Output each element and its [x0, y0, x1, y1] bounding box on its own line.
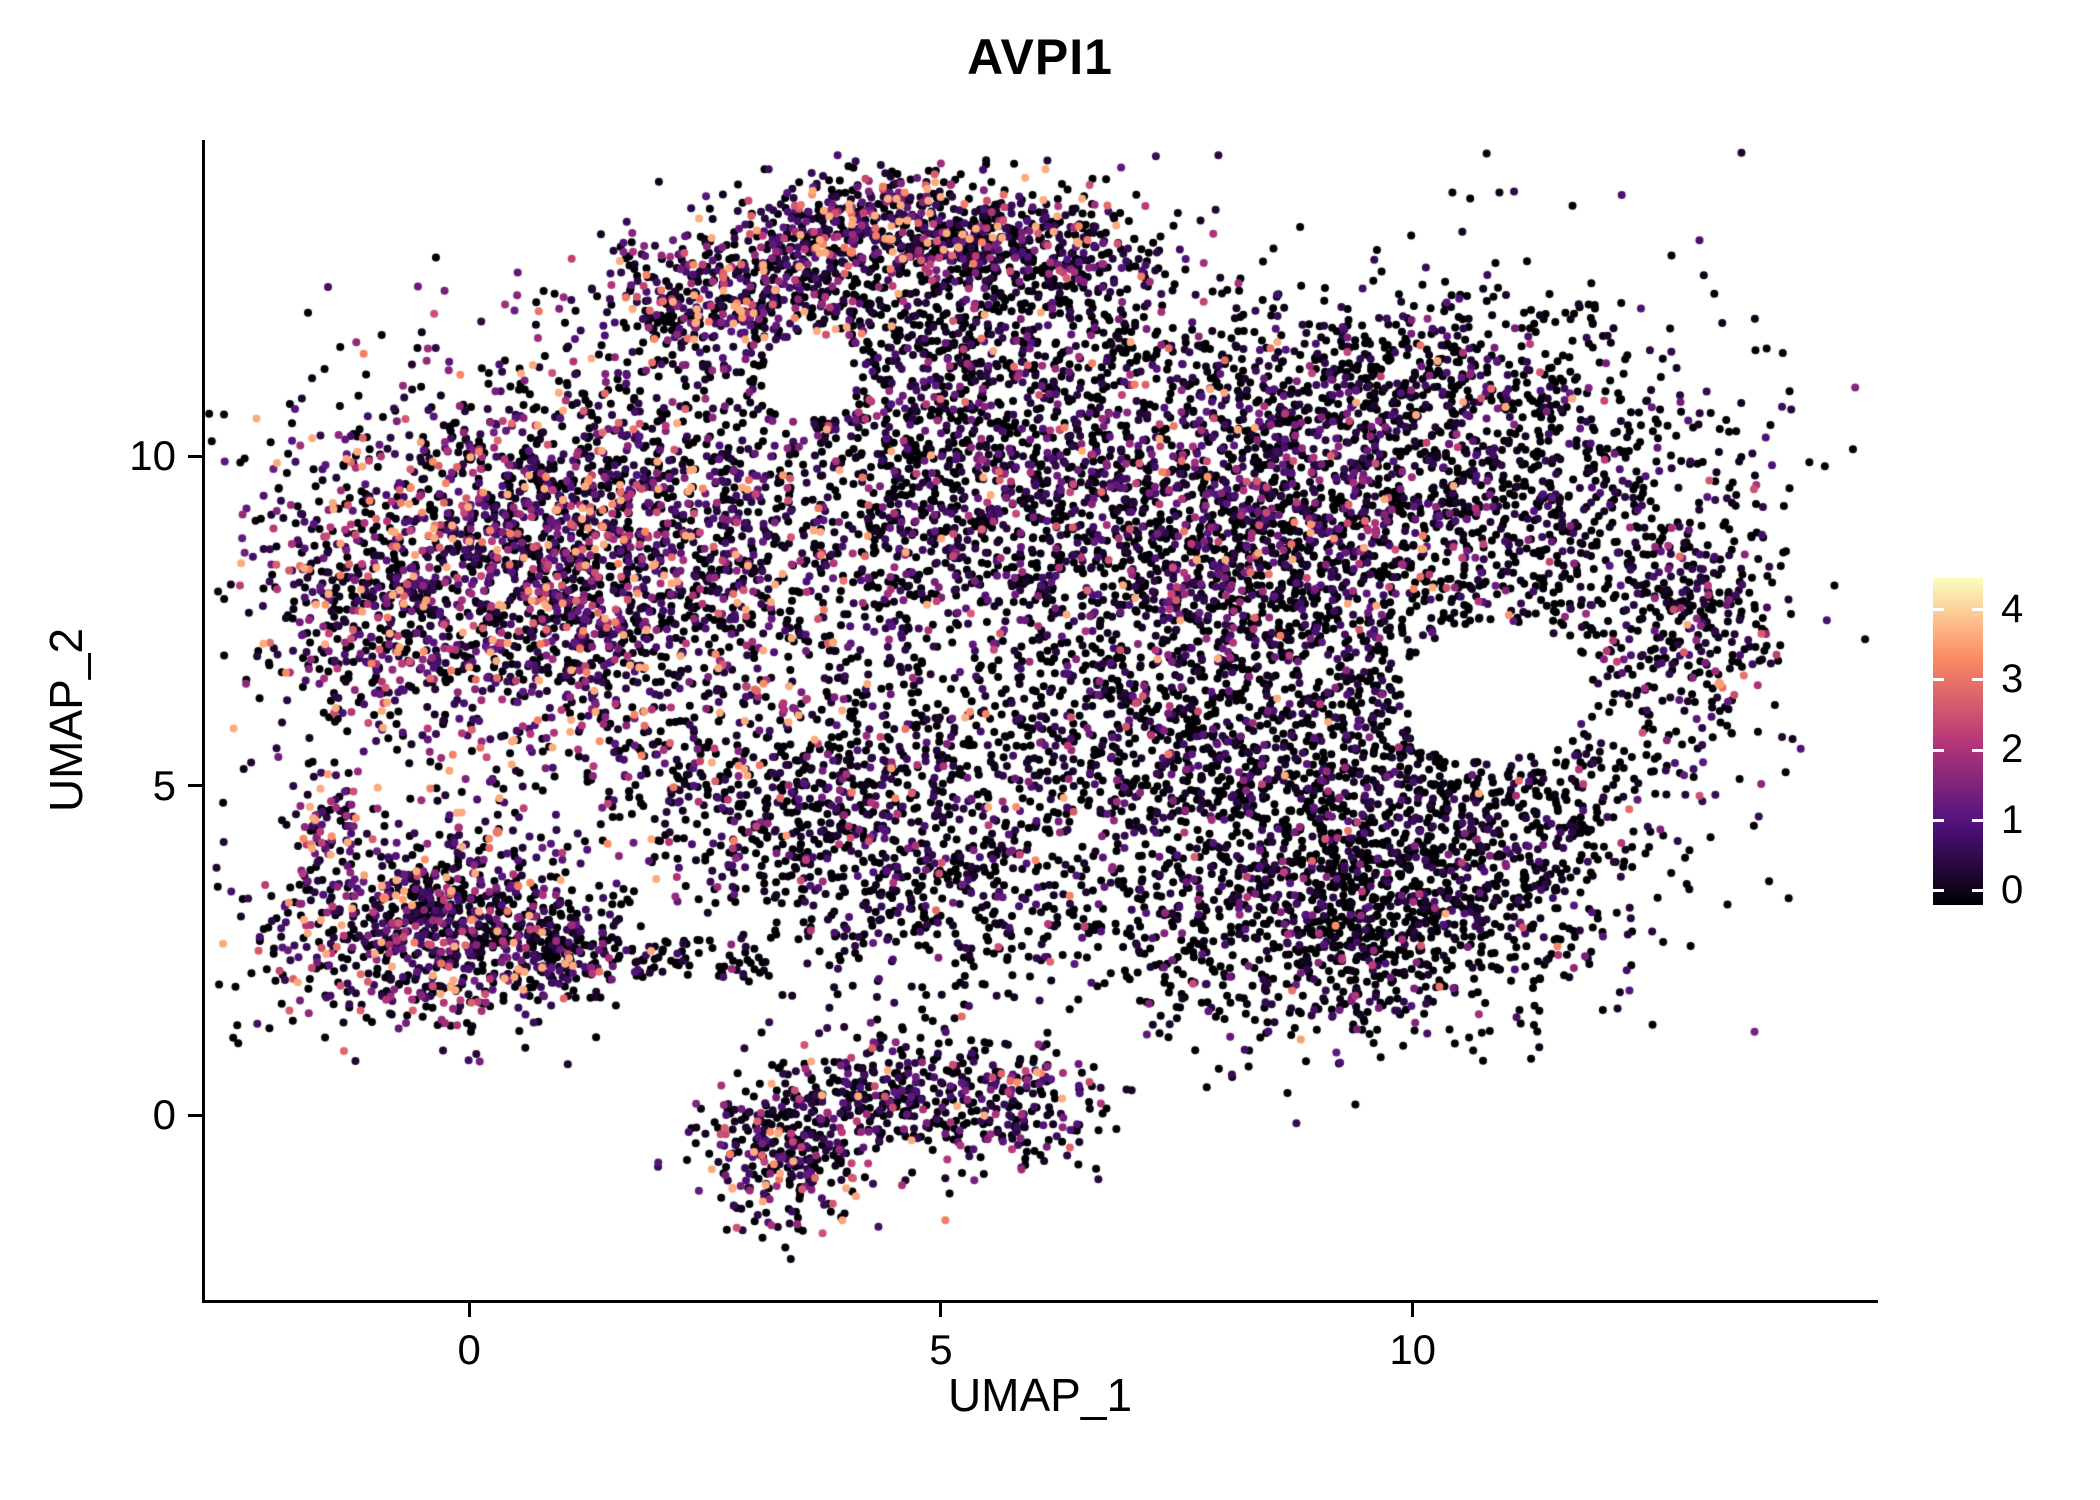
colorbar-tick-label: 3 [2001, 656, 2024, 701]
y-axis-label: UMAP_2 [40, 627, 92, 813]
y-tick-label: 10 [129, 432, 176, 480]
colorbar-tick-mark [1972, 678, 1983, 682]
x-axis-label: UMAP_1 [947, 1369, 1133, 1421]
x-tick-mark [1411, 1303, 1415, 1317]
y-axis-line [202, 140, 205, 1303]
colorbar-gradient [1933, 578, 1983, 905]
colorbar-tick-mark [1972, 819, 1983, 823]
colorbar-tick-mark [1972, 608, 1983, 612]
y-tick-label: 0 [152, 1091, 176, 1139]
x-tick-label: 10 [1389, 1326, 1437, 1373]
colorbar-tick-mark [1972, 748, 1983, 752]
x-tick-mark [939, 1303, 943, 1317]
colorbar-tick-label: 1 [2001, 797, 2024, 842]
colorbar-tick-mark [1933, 678, 1944, 682]
x-axis-line [202, 1300, 1878, 1303]
colorbar-tick-mark [1933, 889, 1944, 893]
colorbar-tick-mark [1933, 748, 1944, 752]
colorbar-tick-label: 2 [2001, 727, 2024, 772]
y-tick-label: 5 [152, 761, 176, 809]
x-tick-mark [467, 1303, 471, 1317]
colorbar-tick-mark [1933, 608, 1944, 612]
y-tick-mark [188, 784, 202, 788]
x-tick-label: 0 [457, 1326, 481, 1373]
colorbar-tick-mark [1972, 889, 1983, 893]
colorbar-tick-label: 0 [2001, 867, 2024, 912]
colorbar-tick-mark [1933, 819, 1944, 823]
x-tick-label: 5 [929, 1326, 953, 1373]
y-tick-mark [188, 1113, 202, 1117]
y-tick-mark [188, 454, 202, 458]
colorbar-tick-label: 4 [2001, 586, 2024, 631]
